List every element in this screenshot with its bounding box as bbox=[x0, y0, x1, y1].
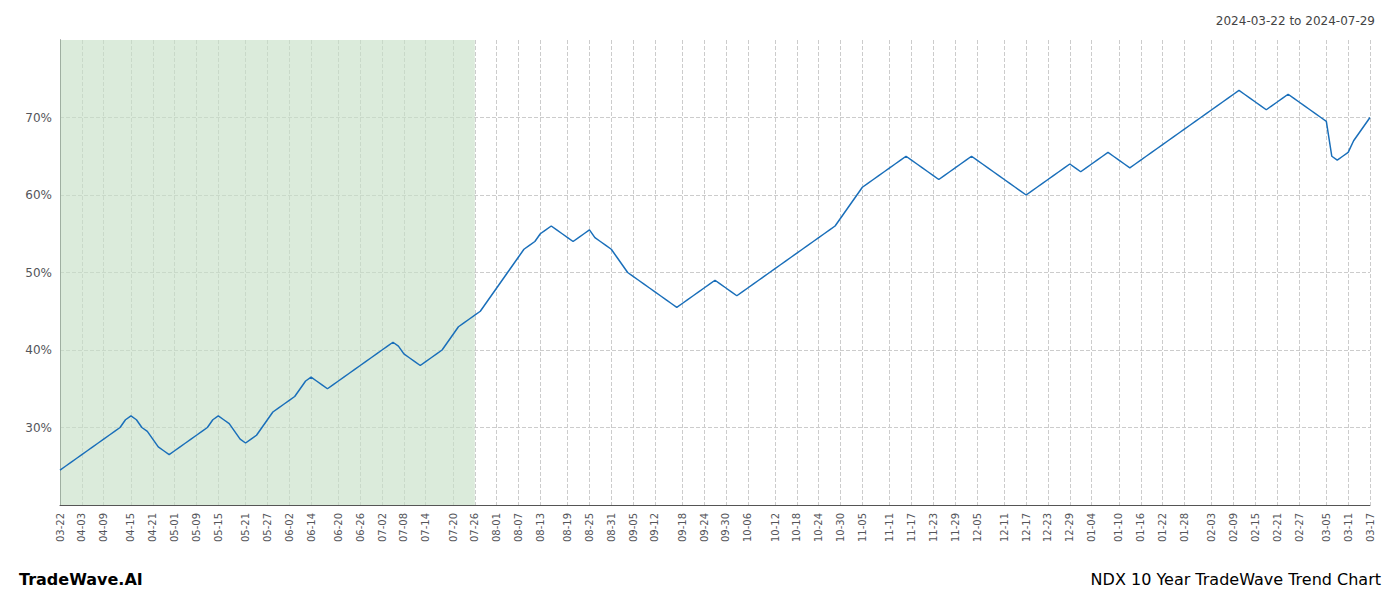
svg-text:02-03: 02-03 bbox=[1206, 513, 1217, 542]
svg-text:01-04: 01-04 bbox=[1086, 513, 1097, 542]
svg-text:06-14: 06-14 bbox=[306, 513, 317, 542]
svg-text:02-15: 02-15 bbox=[1250, 513, 1261, 542]
svg-text:2024-03-22 to 2024-07-29: 2024-03-22 to 2024-07-29 bbox=[1216, 14, 1375, 28]
svg-text:30%: 30% bbox=[25, 421, 52, 435]
svg-text:09-30: 09-30 bbox=[720, 513, 731, 542]
svg-text:07-26: 07-26 bbox=[469, 513, 480, 542]
svg-text:12-11: 12-11 bbox=[999, 513, 1010, 542]
svg-text:05-15: 05-15 bbox=[213, 513, 224, 542]
svg-text:11-17: 11-17 bbox=[906, 513, 917, 542]
svg-text:10-30: 10-30 bbox=[835, 513, 846, 542]
svg-text:03-22: 03-22 bbox=[55, 513, 66, 542]
svg-text:12-17: 12-17 bbox=[1021, 513, 1032, 542]
svg-text:08-01: 08-01 bbox=[491, 513, 502, 542]
svg-text:11-23: 11-23 bbox=[928, 513, 939, 542]
svg-text:01-22: 01-22 bbox=[1157, 513, 1168, 542]
svg-text:12-23: 12-23 bbox=[1042, 513, 1053, 542]
svg-text:06-20: 06-20 bbox=[333, 513, 344, 542]
svg-text:03-11: 03-11 bbox=[1343, 513, 1354, 542]
svg-text:08-07: 08-07 bbox=[513, 513, 524, 542]
svg-text:07-02: 07-02 bbox=[377, 513, 388, 542]
svg-text:09-05: 09-05 bbox=[628, 513, 639, 542]
svg-text:10-18: 10-18 bbox=[791, 513, 802, 542]
svg-text:12-29: 12-29 bbox=[1064, 513, 1075, 542]
svg-text:01-28: 01-28 bbox=[1179, 513, 1190, 542]
svg-text:03-17: 03-17 bbox=[1365, 513, 1376, 542]
svg-text:11-29: 11-29 bbox=[950, 513, 961, 542]
svg-text:08-19: 08-19 bbox=[562, 513, 573, 542]
svg-text:04-03: 04-03 bbox=[76, 513, 87, 542]
svg-text:50%: 50% bbox=[25, 266, 52, 280]
svg-text:05-21: 05-21 bbox=[240, 513, 251, 542]
svg-text:09-24: 09-24 bbox=[699, 513, 710, 542]
svg-text:06-02: 06-02 bbox=[284, 513, 295, 542]
svg-text:02-27: 02-27 bbox=[1294, 513, 1305, 542]
svg-text:05-01: 05-01 bbox=[169, 513, 180, 542]
svg-text:08-25: 08-25 bbox=[584, 513, 595, 542]
svg-text:04-15: 04-15 bbox=[125, 513, 136, 542]
svg-text:08-13: 08-13 bbox=[535, 513, 546, 542]
svg-text:11-05: 11-05 bbox=[857, 513, 868, 542]
svg-text:09-12: 09-12 bbox=[649, 513, 660, 542]
svg-text:10-12: 10-12 bbox=[770, 513, 781, 542]
svg-text:01-16: 01-16 bbox=[1135, 513, 1146, 542]
svg-text:10-24: 10-24 bbox=[813, 513, 824, 542]
svg-text:10-06: 10-06 bbox=[742, 513, 753, 542]
svg-text:06-26: 06-26 bbox=[355, 513, 366, 542]
svg-text:07-20: 07-20 bbox=[448, 513, 459, 542]
svg-text:03-05: 03-05 bbox=[1321, 513, 1332, 542]
svg-text:05-27: 05-27 bbox=[262, 513, 273, 542]
svg-text:04-09: 04-09 bbox=[98, 513, 109, 542]
svg-text:60%: 60% bbox=[25, 188, 52, 202]
svg-text:02-09: 02-09 bbox=[1228, 513, 1239, 542]
svg-text:70%: 70% bbox=[25, 111, 52, 125]
svg-text:02-21: 02-21 bbox=[1272, 513, 1283, 542]
svg-text:40%: 40% bbox=[25, 343, 52, 357]
svg-text:11-11: 11-11 bbox=[884, 513, 895, 542]
svg-text:NDX 10 Year TradeWave Trend Ch: NDX 10 Year TradeWave Trend Chart bbox=[1091, 570, 1381, 589]
svg-text:09-18: 09-18 bbox=[677, 513, 688, 542]
svg-text:12-05: 12-05 bbox=[972, 513, 983, 542]
svg-text:05-09: 05-09 bbox=[191, 513, 202, 542]
svg-text:01-10: 01-10 bbox=[1113, 513, 1124, 542]
svg-text:TradeWave.AI: TradeWave.AI bbox=[19, 570, 143, 589]
svg-text:07-08: 07-08 bbox=[398, 513, 409, 542]
svg-text:07-14: 07-14 bbox=[420, 513, 431, 542]
svg-text:04-21: 04-21 bbox=[147, 513, 158, 542]
svg-text:08-31: 08-31 bbox=[606, 513, 617, 542]
